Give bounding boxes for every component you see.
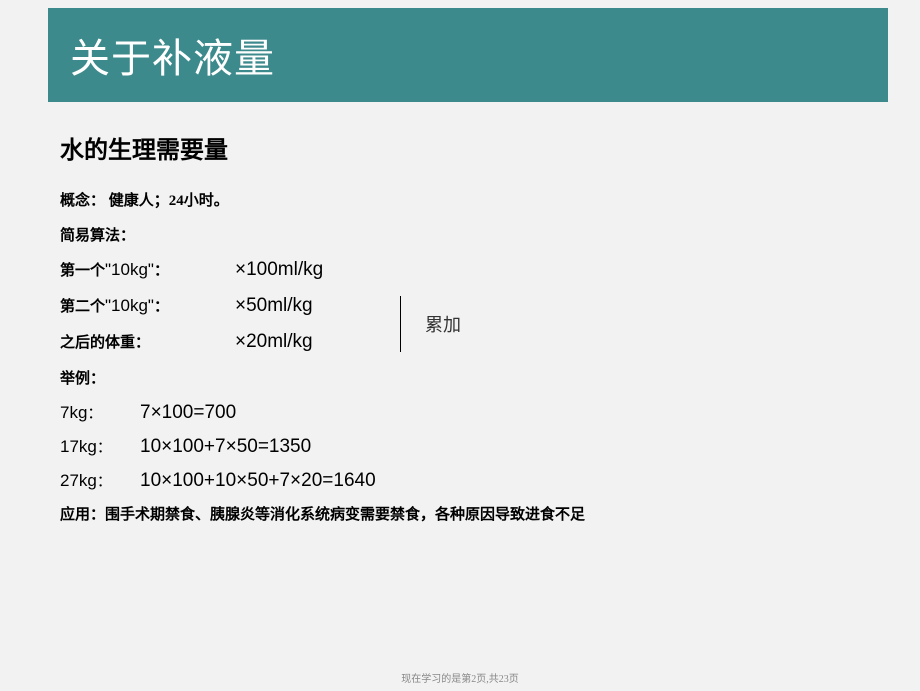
calc-label-3: 之后的体重： xyxy=(60,331,235,352)
example-row-3: 27kg： 10×100+10×50+7×20=1640 xyxy=(60,470,860,492)
calc-row-3: 之后的体重： ×20ml/kg xyxy=(60,331,323,353)
example-label-3: 27kg： xyxy=(60,470,140,491)
example-val-2: 10×100+7×50=1350 xyxy=(140,436,311,458)
calc-label-2: 第二个"10kg"： xyxy=(60,295,235,316)
example-label-1: 7kg： xyxy=(60,402,140,423)
title-bar: 关于补液量 xyxy=(48,8,888,102)
calc-val-1: ×100ml/kg xyxy=(235,259,323,281)
method-label: 简易算法： xyxy=(60,224,860,245)
concept-value: 健康人；24小时。 xyxy=(109,193,229,209)
application-line: 应用：围手术期禁食、胰腺炎等消化系统病变需要禁食，各种原因导致进食不足 xyxy=(60,504,620,527)
example-val-1: 7×100=700 xyxy=(140,402,236,424)
calc-val-3: ×20ml/kg xyxy=(235,331,313,353)
application-label: 应用： xyxy=(60,507,105,523)
accumulate-box: 累加 xyxy=(400,296,550,352)
slide: 关于补液量 水的生理需要量 概念： 健康人；24小时。 简易算法： 第一个"10… xyxy=(0,0,920,691)
accumulate-text: 累加 xyxy=(425,311,461,337)
calc-row-2: 第二个"10kg"： ×50ml/kg xyxy=(60,295,323,317)
calc-row-1: 第一个"10kg"： ×100ml/kg xyxy=(60,259,323,281)
calc-label-1: 第一个"10kg"： xyxy=(60,259,235,280)
example-row-1: 7kg： 7×100=700 xyxy=(60,402,860,424)
calc-val-2: ×50ml/kg xyxy=(235,295,313,317)
examples-label: 举例： xyxy=(60,367,860,388)
concept-line: 概念： 健康人；24小时。 xyxy=(60,189,860,210)
calc-table: 第一个"10kg"： ×100ml/kg 第二个"10kg"： ×50ml/kg… xyxy=(60,259,323,367)
subheading: 水的生理需要量 xyxy=(60,130,860,165)
concept-label: 概念： xyxy=(60,193,105,209)
example-val-3: 10×100+10×50+7×20=1640 xyxy=(140,470,376,492)
footer-text: 现在学习的是第2页,共23页 xyxy=(0,670,920,685)
application-text: 围手术期禁食、胰腺炎等消化系统病变需要禁食，各种原因导致进食不足 xyxy=(105,507,585,523)
example-row-2: 17kg： 10×100+7×50=1350 xyxy=(60,436,860,458)
example-label-2: 17kg： xyxy=(60,436,140,457)
slide-title: 关于补液量 xyxy=(70,26,275,84)
